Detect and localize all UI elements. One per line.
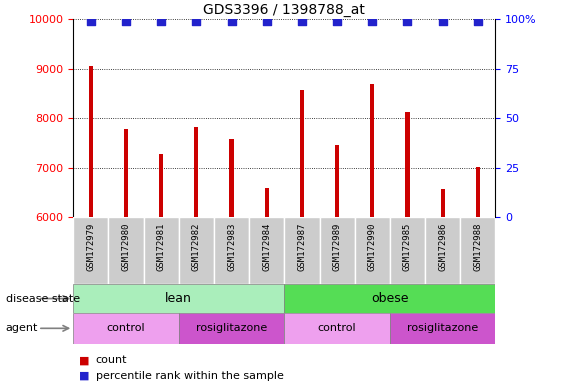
Bar — [73, 313, 179, 344]
Bar — [265, 188, 269, 217]
Text: ■: ■ — [79, 371, 90, 381]
Bar — [179, 313, 284, 344]
Text: count: count — [96, 355, 127, 365]
Point — [403, 18, 412, 24]
Text: percentile rank within the sample: percentile rank within the sample — [96, 371, 284, 381]
Point — [297, 18, 306, 24]
Point — [192, 18, 201, 24]
Bar — [284, 217, 320, 284]
Bar — [284, 313, 390, 344]
Point — [438, 18, 447, 24]
Point — [262, 18, 271, 24]
Text: GSM172981: GSM172981 — [157, 222, 166, 271]
Text: rosiglitazone: rosiglitazone — [407, 323, 479, 333]
Point — [227, 18, 236, 24]
Text: lean: lean — [166, 292, 192, 305]
Text: GSM172990: GSM172990 — [368, 222, 377, 271]
Bar — [108, 217, 144, 284]
Title: GDS3396 / 1398788_at: GDS3396 / 1398788_at — [203, 3, 365, 17]
Point — [122, 18, 131, 24]
Text: GSM172987: GSM172987 — [297, 222, 306, 271]
Bar — [390, 313, 495, 344]
Text: GSM172988: GSM172988 — [473, 222, 482, 271]
Text: GSM172986: GSM172986 — [438, 222, 447, 271]
Bar — [159, 154, 163, 217]
Bar — [390, 217, 425, 284]
Bar — [461, 217, 495, 284]
Bar — [194, 127, 199, 217]
Point — [333, 18, 342, 24]
Bar — [320, 217, 355, 284]
Bar — [405, 112, 410, 217]
Text: obese: obese — [371, 292, 409, 305]
Bar — [335, 145, 339, 217]
Bar — [476, 167, 480, 217]
Bar — [249, 217, 284, 284]
Point — [86, 18, 95, 24]
Bar — [370, 84, 374, 217]
Bar — [124, 129, 128, 217]
Bar — [300, 90, 304, 217]
Text: GSM172985: GSM172985 — [403, 222, 412, 271]
Text: disease state: disease state — [6, 293, 80, 304]
Point — [368, 18, 377, 24]
Bar — [73, 284, 284, 313]
Bar — [89, 66, 93, 217]
Point — [157, 18, 166, 24]
Text: agent: agent — [6, 323, 38, 333]
Text: GSM172982: GSM172982 — [192, 222, 201, 271]
Bar — [179, 217, 214, 284]
Text: ■: ■ — [79, 355, 90, 365]
Text: GSM172989: GSM172989 — [333, 222, 342, 271]
Bar — [214, 217, 249, 284]
Text: GSM172984: GSM172984 — [262, 222, 271, 271]
Bar — [441, 189, 445, 217]
Text: control: control — [318, 323, 356, 333]
Bar — [230, 139, 234, 217]
Bar — [73, 217, 108, 284]
Text: control: control — [106, 323, 145, 333]
Text: rosiglitazone: rosiglitazone — [196, 323, 267, 333]
Bar — [355, 217, 390, 284]
Bar — [284, 284, 495, 313]
Bar — [425, 217, 461, 284]
Point — [473, 18, 482, 24]
Text: GSM172980: GSM172980 — [122, 222, 131, 271]
Bar — [144, 217, 179, 284]
Text: GSM172983: GSM172983 — [227, 222, 236, 271]
Text: GSM172979: GSM172979 — [86, 222, 95, 271]
